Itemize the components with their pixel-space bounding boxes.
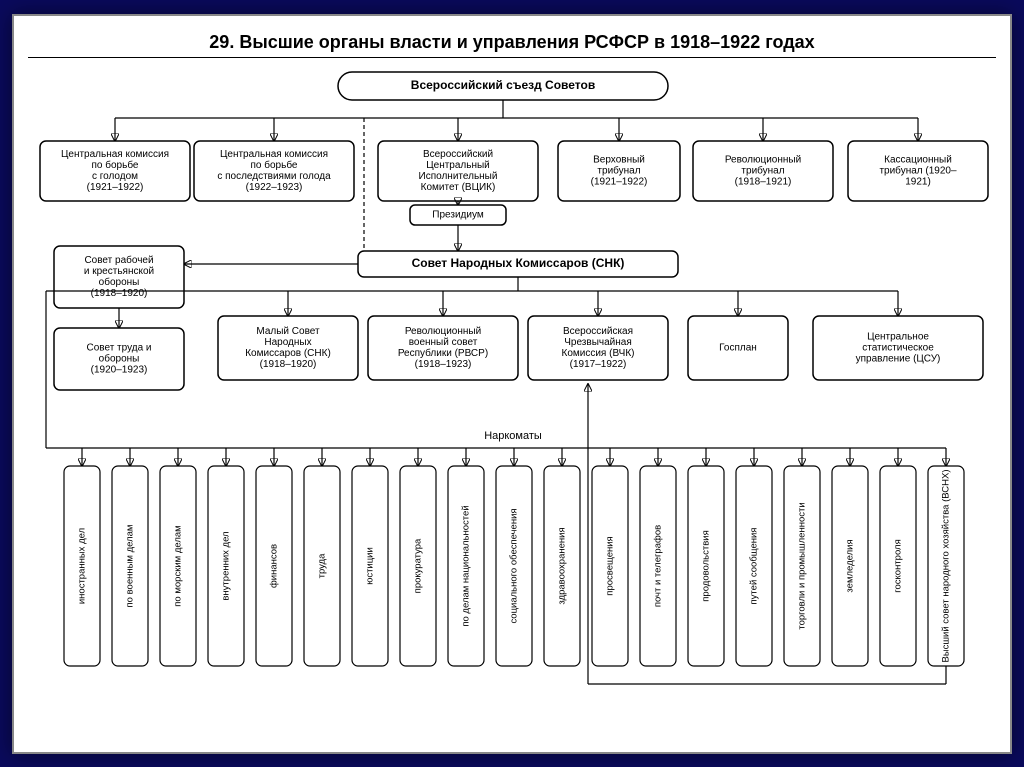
- narkomat-label-7: прокуратура: [413, 537, 424, 592]
- svg-text:Революционный: Революционный: [405, 326, 481, 337]
- svg-text:Центральная комиссия: Центральная комиссия: [220, 149, 328, 160]
- svg-text:Комиссаров (СНК): Комиссаров (СНК): [245, 348, 331, 359]
- narkomat-label-3: внутренних дел: [221, 531, 232, 600]
- divider: [28, 57, 996, 58]
- svg-text:с голодом: с голодом: [92, 171, 138, 182]
- svg-text:Революционный: Революционный: [725, 154, 801, 165]
- narkomat-label-5: труда: [317, 552, 328, 578]
- svg-text:Президиум: Президиум: [432, 209, 484, 220]
- svg-text:Совет труда и: Совет труда и: [86, 342, 151, 353]
- svg-text:военный совет: военный совет: [409, 337, 478, 348]
- narkomat-label-10: здравоохранения: [557, 527, 568, 604]
- svg-text:Госплан: Госплан: [719, 342, 757, 353]
- narkomat-label-9: социального обеспечения: [509, 508, 520, 623]
- page-title: 29. Высшие органы власти и управления РС…: [28, 32, 996, 53]
- svg-text:статистическое: статистическое: [862, 342, 934, 353]
- narkomat-label-15: торговли и промышленности: [797, 502, 808, 629]
- svg-text:Комитет (ВЦИК): Комитет (ВЦИК): [421, 182, 496, 193]
- svg-text:Кассационный: Кассационный: [884, 154, 952, 165]
- svg-text:Совет рабочей: Совет рабочей: [84, 254, 153, 266]
- narkomat-label-2: по морским делам: [173, 525, 184, 606]
- narkomat-label-12: почт и телеграфов: [653, 524, 664, 606]
- svg-text:(1921–1922): (1921–1922): [591, 176, 648, 187]
- svg-text:управление (ЦСУ): управление (ЦСУ): [856, 353, 941, 364]
- svg-text:(1920–1923): (1920–1923): [91, 364, 148, 375]
- svg-text:Комиссия (ВЧК): Комиссия (ВЧК): [562, 348, 635, 359]
- svg-text:обороны: обороны: [99, 352, 140, 364]
- svg-text:Республики (РВСР): Республики (РВСР): [398, 347, 488, 359]
- narkomat-label-4: финансов: [269, 543, 280, 587]
- svg-text:Малый Совет: Малый Совет: [256, 326, 320, 337]
- svg-text:Чрезвычайная: Чрезвычайная: [564, 337, 632, 348]
- svg-text:Центральный: Центральный: [426, 160, 490, 171]
- svg-text:(1918–1920): (1918–1920): [260, 359, 317, 370]
- svg-text:Совет Народных Комиссаров (СНК: Совет Народных Комиссаров (СНК): [412, 256, 625, 270]
- svg-text:Всероссийский съезд Советов: Всероссийский съезд Советов: [411, 78, 595, 92]
- svg-text:Всероссийская: Всероссийская: [563, 326, 633, 337]
- narkomat-label-18: Высший совет народного хозяйства (ВСНХ): [941, 469, 952, 662]
- narkomat-label-16: земледелия: [845, 539, 856, 592]
- narkomat-label-17: госконтроля: [893, 539, 904, 592]
- svg-text:Центральная комиссия: Центральная комиссия: [61, 149, 169, 160]
- svg-text:Центральное: Центральное: [867, 331, 929, 342]
- narkomat-label-13: продовольствия: [701, 530, 712, 601]
- narkomat-label-0: иностранных дел: [77, 527, 88, 603]
- slide: 29. Высшие органы власти и управления РС…: [12, 14, 1012, 754]
- svg-text:(1917–1922): (1917–1922): [570, 359, 627, 370]
- svg-text:по борьбе: по борьбе: [92, 159, 139, 171]
- narkomat-label-1: по военным делам: [125, 524, 136, 607]
- narkomat-label-6: юстиции: [365, 547, 376, 585]
- svg-text:обороны: обороны: [99, 276, 140, 288]
- svg-text:Исполнительный: Исполнительный: [419, 171, 498, 182]
- svg-text:(1918–1920): (1918–1920): [91, 288, 148, 299]
- svg-text:трибунал (1920–: трибунал (1920–: [879, 164, 957, 176]
- svg-text:(1918–1923): (1918–1923): [415, 359, 472, 370]
- svg-text:с последствиями голода: с последствиями голода: [217, 171, 331, 182]
- narkomat-label-8: по делам национальностей: [461, 505, 472, 626]
- svg-text:Всероссийский: Всероссийский: [423, 149, 493, 160]
- svg-text:трибунал: трибунал: [741, 164, 784, 176]
- org-chart: Всероссийский съезд Советов Центральная к…: [28, 66, 998, 726]
- narkomat-label-11: просвещения: [605, 536, 616, 595]
- svg-text:и крестьянской: и крестьянской: [84, 266, 154, 277]
- narkomaty-label: Наркоматы: [484, 429, 542, 441]
- svg-text:1921): 1921): [905, 176, 931, 187]
- svg-text:(1922–1923): (1922–1923): [246, 182, 303, 193]
- svg-text:трибунал: трибунал: [597, 164, 640, 176]
- narkomat-label-14: путей сообщения: [749, 527, 760, 604]
- svg-text:(1921–1922): (1921–1922): [87, 182, 144, 193]
- svg-text:Народных: Народных: [264, 337, 311, 348]
- svg-text:Верховный: Верховный: [593, 154, 645, 165]
- svg-text:(1918–1921): (1918–1921): [735, 176, 792, 187]
- svg-text:по борьбе: по борьбе: [251, 159, 298, 171]
